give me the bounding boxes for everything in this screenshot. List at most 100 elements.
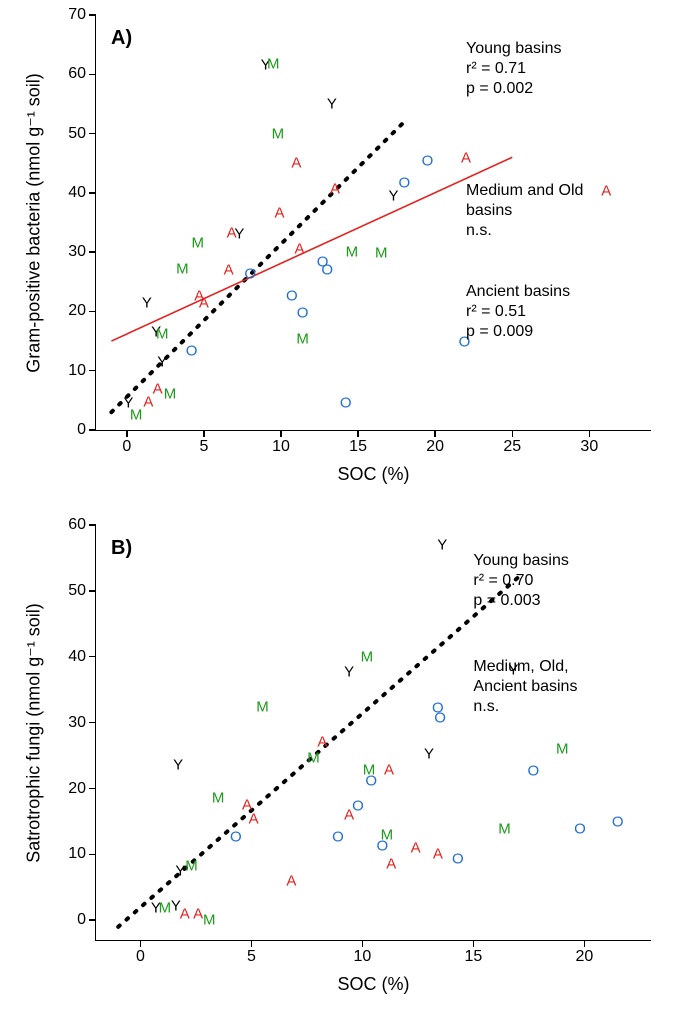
annotation-line: r² = 0.70: [473, 571, 569, 591]
data-point-o: O: [297, 305, 309, 320]
panel-letter-a: A): [111, 27, 132, 50]
data-point-a: A: [294, 241, 304, 256]
data-point-o: O: [332, 829, 344, 844]
y-tick: [89, 722, 96, 724]
annotation-text: Young basinsr² = 0.70p = 0.003: [473, 551, 569, 611]
data-point-o: O: [434, 711, 446, 726]
x-tick-label: 10: [272, 438, 290, 456]
data-point-y: Y: [437, 537, 447, 552]
data-point-a: A: [153, 381, 163, 396]
data-point-m: M: [363, 763, 376, 778]
x-tick: [357, 430, 359, 437]
data-point-o: O: [244, 266, 256, 281]
data-point-y: Y: [424, 747, 434, 762]
data-point-o: O: [340, 396, 352, 411]
annotation-line: p = 0.003: [473, 591, 569, 611]
annotation-line: Young basins: [473, 551, 569, 571]
data-point-o: O: [321, 262, 333, 277]
annotation-text: Young basinsr² = 0.71p = 0.002: [466, 39, 562, 99]
data-point-m: M: [192, 236, 205, 251]
data-point-o: O: [317, 255, 329, 270]
data-point-o: O: [286, 289, 298, 304]
y-tick-label: 10: [68, 362, 86, 380]
data-point-m: M: [203, 913, 216, 928]
x-tick: [126, 430, 128, 437]
x-tick-label: 15: [464, 948, 482, 966]
data-point-o: O: [422, 154, 434, 169]
data-point-a: A: [286, 874, 296, 889]
data-point-m: M: [256, 699, 269, 714]
y-axis-label-a: Gram-positive bacteria (nmol g⁻¹ soil): [24, 73, 45, 373]
x-tick-label: 5: [199, 438, 208, 456]
data-point-o: O: [527, 764, 539, 779]
y-tick: [89, 854, 96, 856]
data-point-y: Y: [234, 227, 244, 242]
data-point-m: M: [185, 858, 198, 873]
data-point-y: Y: [151, 901, 161, 916]
x-tick-label: 20: [575, 948, 593, 966]
data-point-a: A: [224, 262, 234, 277]
data-point-m: M: [307, 750, 320, 765]
data-point-a: A: [433, 847, 443, 862]
data-point-y: Y: [142, 295, 152, 310]
y-tick-label: 0: [77, 911, 86, 929]
data-point-y: Y: [171, 898, 181, 913]
data-point-y: Y: [173, 758, 183, 773]
data-point-a: A: [194, 289, 204, 304]
data-point-m: M: [176, 261, 189, 276]
data-point-y: Y: [151, 325, 161, 340]
y-tick: [89, 919, 96, 921]
x-tick: [589, 430, 591, 437]
annotation-line: Ancient basins: [466, 282, 570, 302]
y-tick: [89, 656, 96, 658]
data-point-y: Y: [389, 188, 399, 203]
annotation-line: r² = 0.71: [466, 59, 562, 79]
y-tick: [89, 590, 96, 592]
y-tick-label: 50: [68, 125, 86, 143]
data-point-m: M: [272, 126, 285, 141]
y-tick: [89, 429, 96, 431]
data-point-a: A: [411, 840, 421, 855]
x-tick-label: 30: [580, 438, 598, 456]
y-tick-label: 40: [68, 184, 86, 202]
data-point-y: Y: [261, 58, 271, 73]
x-tick-label: 20: [426, 438, 444, 456]
x-tick: [140, 940, 142, 947]
dotted-regression-line: [111, 122, 404, 413]
data-point-a: A: [317, 735, 327, 750]
y-tick-label: 40: [68, 648, 86, 666]
data-point-m: M: [498, 822, 511, 837]
x-tick-label: 10: [353, 948, 371, 966]
data-point-o: O: [398, 175, 410, 190]
annotation-line: Young basins: [466, 39, 562, 59]
annotation-line: basins: [466, 201, 583, 221]
data-point-m: M: [267, 57, 280, 72]
y-tick: [89, 192, 96, 194]
data-point-a: A: [291, 155, 301, 170]
x-tick-label: 5: [247, 948, 256, 966]
y-tick-label: 0: [77, 421, 86, 439]
x-tick: [473, 940, 475, 947]
data-point-o: O: [365, 774, 377, 789]
annotation-line: Medium, Old,: [473, 657, 577, 677]
data-point-o: O: [377, 839, 389, 854]
data-point-o: O: [452, 851, 464, 866]
annotation-line: p = 0.002: [466, 79, 562, 99]
x-tick-label: 0: [122, 438, 131, 456]
data-point-m: M: [156, 326, 169, 341]
y-tick: [89, 311, 96, 313]
data-point-m: M: [296, 332, 309, 347]
data-point-a: A: [249, 811, 259, 826]
data-point-a: A: [227, 226, 237, 241]
annotation-line: p = 0.009: [466, 322, 570, 342]
x-axis-label-b: SOC (%): [338, 974, 410, 995]
y-tick-label: 30: [68, 714, 86, 732]
y-tick-label: 60: [68, 516, 86, 534]
data-point-m: M: [212, 791, 225, 806]
annotation-line: Medium and Old: [466, 181, 583, 201]
x-tick: [251, 940, 253, 947]
x-tick: [434, 430, 436, 437]
data-point-a: A: [143, 395, 153, 410]
panel-letter-b: B): [111, 537, 132, 560]
y-tick-label: 20: [68, 780, 86, 798]
